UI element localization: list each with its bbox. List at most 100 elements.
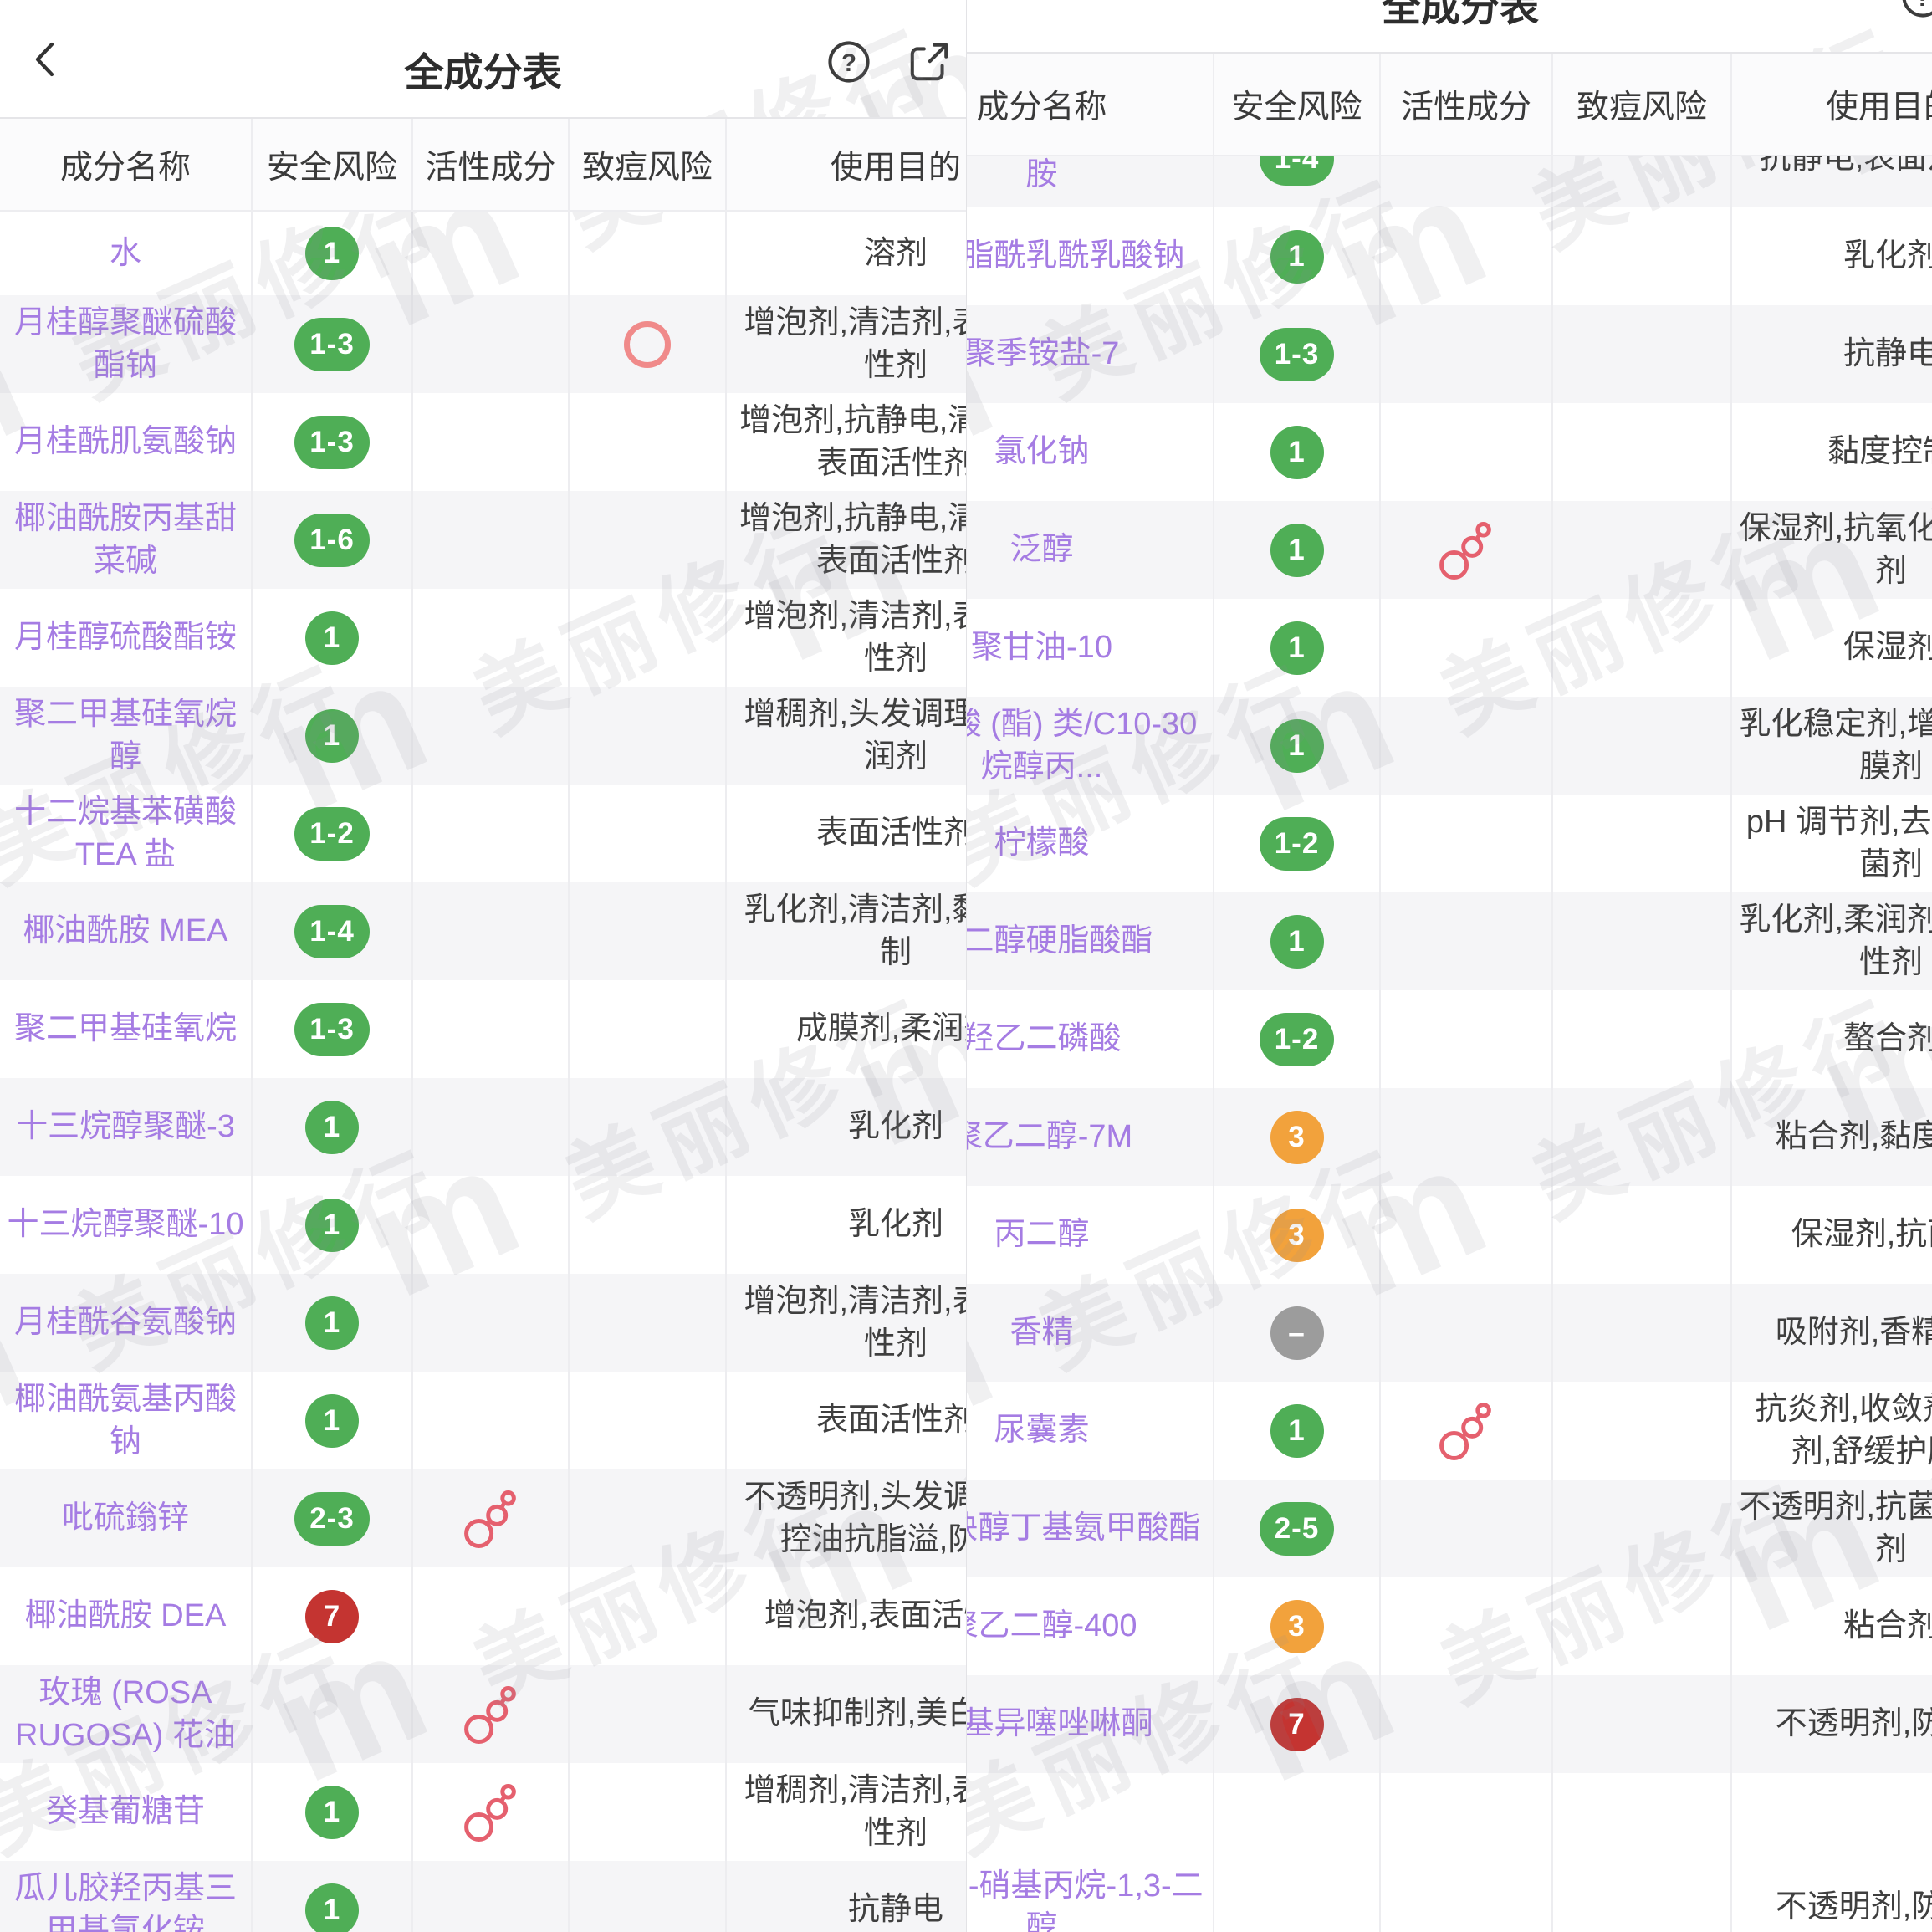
ingredient-name-cell[interactable]: 十二烷基苯磺酸 TEA 盐 — [0, 785, 253, 882]
ingredient-name[interactable]: 月桂酰谷氨酸钠 — [13, 1305, 237, 1341]
ingredient-name-cell[interactable]: 2-溴-2-硝基丙烷-1,3-二醇 — [967, 1773, 1214, 1932]
table-row[interactable]: 月桂酰谷氨酸钠 1 增泡剂,清洁剂,表面活性剂 — [0, 1274, 966, 1372]
table-row[interactable]: 尿囊素 1 抗炎剂,收敛剂,调理剂,舒缓护肤剂 — [967, 1382, 1932, 1480]
ingredient-name[interactable]: 椰油酰胺丙基甜菜碱 — [13, 501, 237, 579]
ingredient-name[interactable]: 聚季铵盐-7 — [966, 336, 1120, 372]
table-row[interactable]: 聚乙二醇-7M 3 粘合剂,黏度控制 — [967, 1088, 1932, 1186]
ingredient-name-cell[interactable]: 胺 — [967, 110, 1214, 207]
table-row[interactable]: 水 1 溶剂 — [0, 212, 966, 295]
ingredient-name[interactable]: 2-溴-2-硝基丙烷-1,3-二醇 — [967, 1868, 1204, 1932]
table-row[interactable]: 聚二甲基硅氧烷 1-3 成膜剂,柔润剂 — [0, 980, 966, 1078]
ingredient-name[interactable]: 甲基异噻唑啉酮 — [966, 1706, 1153, 1742]
ingredient-name[interactable]: 玫瑰 (ROSA RUGOSA) 花油 — [15, 1675, 236, 1753]
ingredient-name[interactable]: 异硬脂酰乳酰乳酸钠 — [966, 238, 1185, 274]
table-row[interactable]: 甲基异噻唑啉酮 7 不透明剂,防腐剂 — [966, 1675, 1932, 1773]
ingredient-name[interactable]: 聚二甲基硅氧烷醇 — [13, 697, 237, 774]
ingredient-name[interactable]: 椰油酰氨基丙酸钠 — [13, 1382, 237, 1459]
ingredient-name-cell[interactable]: 碘丙炔醇丁基氨甲酸酯 — [967, 1480, 1214, 1577]
table-row[interactable]: 十二烷基苯磺酸 TEA 盐 1-2 表面活性剂 — [0, 785, 966, 882]
ingredient-name[interactable]: 柠檬酸 — [994, 825, 1090, 861]
ingredient-name[interactable]: 胺 — [1025, 156, 1058, 192]
table-row[interactable]: 椰油酰胺丙基甜菜碱 1-6 增泡剂,抗静电,清洁剂,表面活性剂 — [0, 491, 966, 589]
ingredient-name[interactable]: 月桂醇硫酸酯铵 — [13, 620, 237, 656]
ingredient-name[interactable]: 尿囊素 — [994, 1413, 1090, 1449]
ingredient-name-cell[interactable]: 羟乙二磷酸 — [967, 990, 1214, 1088]
table-row[interactable]: 椰油酰氨基丙酸钠 1 表面活性剂 — [0, 1372, 966, 1469]
table-row[interactable]: 十三烷醇聚醚-3 1 乳化剂 — [0, 1078, 966, 1176]
ingredient-name-cell[interactable]: 聚季铵盐-7 — [966, 305, 1214, 403]
ingredient-name-cell[interactable]: 椰油酰胺 MEA — [0, 882, 253, 980]
ingredient-name[interactable]: 十三烷醇聚醚-3 — [16, 1109, 235, 1145]
ingredient-name-cell[interactable]: 椰油酰胺丙基甜菜碱 — [0, 491, 253, 589]
ingredient-name-cell[interactable]: 乙二醇硬脂酸酯 — [966, 892, 1214, 990]
table-row[interactable]: 碘丙炔醇丁基氨甲酸酯 2-5 不透明剂,抗菌剂,防腐剂 — [967, 1480, 1932, 1577]
ingredient-name[interactable]: 香精 — [1009, 1315, 1074, 1351]
table-row[interactable]: 月桂醇聚醚硫酸酯钠 1-3 增泡剂,清洁剂,表面活性剂 — [0, 295, 966, 393]
table-row[interactable]: 椰油酰胺 DEA 7 增泡剂,表面活性剂 — [0, 1567, 966, 1665]
ingredient-name[interactable]: 吡硫鎓锌 — [61, 1500, 189, 1536]
ingredient-name-cell[interactable]: 氯化钠 — [967, 403, 1214, 501]
ingredient-name-cell[interactable]: 癸基葡糖苷 — [0, 1763, 253, 1861]
ingredient-name[interactable]: 丙烯酸 (酯) 类/C10-30 烷醇丙... — [967, 707, 1198, 785]
table-row[interactable]: 月桂醇硫酸酯铵 1 增泡剂,清洁剂,表面活性剂 — [0, 589, 966, 687]
ingredient-name-cell[interactable]: 聚二甲基硅氧烷 — [0, 980, 253, 1078]
ingredient-name-cell[interactable]: 异硬脂酰乳酰乳酸钠 — [966, 207, 1214, 305]
ingredient-name[interactable]: 椰油酰胺 MEA — [23, 913, 228, 949]
ingredient-name-cell[interactable]: 月桂醇硫酸酯铵 — [0, 589, 253, 687]
ingredient-name-cell[interactable]: 泛醇 — [967, 501, 1214, 599]
ingredient-name-cell[interactable]: 十三烷醇聚醚-3 — [0, 1078, 253, 1176]
table-row[interactable]: 乙二醇硬脂酸酯 1 乳化剂,柔润剂,表面活性剂 — [966, 892, 1932, 990]
table-row[interactable]: 聚二甲基硅氧烷醇 1 增稠剂,头发调理剂,柔润剂 — [0, 687, 966, 785]
ingredient-name-cell[interactable]: 丙烯酸 (酯) 类/C10-30 烷醇丙... — [967, 697, 1214, 795]
ingredient-name-cell[interactable]: 尿囊素 — [967, 1382, 1214, 1480]
ingredient-name-cell[interactable]: 聚乙二醇-400 — [967, 1577, 1214, 1675]
table-row[interactable]: 聚乙二醇-400 3 粘合剂 — [967, 1577, 1932, 1675]
back-icon[interactable] — [33, 42, 55, 77]
ingredient-name[interactable]: 癸基葡糖苷 — [45, 1794, 205, 1830]
ingredient-name[interactable]: 聚乙二醇-400 — [967, 1608, 1137, 1644]
ingredient-name-cell[interactable]: 聚甘油-10 — [967, 599, 1214, 697]
ingredient-name-cell[interactable]: 月桂酰肌氨酸钠 — [0, 393, 253, 491]
share-icon[interactable] — [906, 38, 953, 85]
ingredient-name[interactable]: 椰油酰胺 DEA — [24, 1598, 227, 1634]
ingredient-name[interactable]: 聚二甲基硅氧烷 — [13, 1011, 237, 1047]
ingredient-name-cell[interactable]: 吡硫鎓锌 — [0, 1469, 253, 1567]
table-row[interactable]: 泛醇 1 保湿剂,抗氧化剂,柔润剂 — [967, 501, 1932, 599]
ingredient-name-cell[interactable]: 聚乙二醇-7M — [967, 1088, 1214, 1186]
ingredient-name-cell[interactable]: 月桂酰谷氨酸钠 — [0, 1274, 253, 1372]
table-row[interactable]: 丙二醇 3 保湿剂,抗菌剂 — [967, 1186, 1932, 1284]
ingredient-name[interactable]: 碘丙炔醇丁基氨甲酸酯 — [967, 1510, 1201, 1546]
ingredient-name[interactable]: 氯化钠 — [994, 434, 1090, 470]
ingredient-name-cell[interactable]: 柠檬酸 — [967, 795, 1214, 892]
ingredient-name-cell[interactable]: 香精 — [967, 1284, 1214, 1382]
ingredient-name[interactable]: 月桂酰肌氨酸钠 — [13, 424, 237, 460]
ingredient-name[interactable]: 瓜儿胶羟丙基三甲基氯化铵 — [13, 1871, 237, 1932]
ingredient-name-cell[interactable]: 玫瑰 (ROSA RUGOSA) 花油 — [0, 1665, 253, 1763]
table-row[interactable]: 羟乙二磷酸 1-2 螯合剂 — [967, 990, 1932, 1088]
table-row[interactable]: 聚季铵盐-7 1-3 抗静电 — [966, 305, 1932, 403]
ingredient-name-cell[interactable]: 椰油酰氨基丙酸钠 — [0, 1372, 253, 1469]
help-icon[interactable]: ? — [1899, 0, 1932, 20]
ingredient-name-cell[interactable]: 聚二甲基硅氧烷醇 — [0, 687, 253, 785]
table-row[interactable]: 丙烯酸 (酯) 类/C10-30 烷醇丙... 1 乳化稳定剂,增稠剂,成膜剂 — [967, 697, 1932, 795]
ingredient-name[interactable]: 聚甘油-10 — [971, 630, 1112, 666]
table-row[interactable]: 异硬脂酰乳酰乳酸钠 1 乳化剂 — [966, 207, 1932, 305]
table-row[interactable]: 癸基葡糖苷 1 增稠剂,清洁剂,表面活性剂 — [0, 1763, 966, 1861]
ingredient-name-cell[interactable]: 水 — [0, 212, 253, 295]
ingredient-name[interactable]: 月桂醇聚醚硫酸酯钠 — [13, 305, 237, 383]
ingredient-name-cell[interactable]: 椰油酰胺 DEA — [0, 1567, 253, 1665]
ingredient-name[interactable]: 乙二醇硬脂酸酯 — [966, 923, 1153, 959]
ingredient-name[interactable]: 十三烷醇聚醚-10 — [7, 1207, 244, 1243]
table-row[interactable]: 氯化钠 1 黏度控制 — [967, 403, 1932, 501]
ingredient-name-cell[interactable]: 十三烷醇聚醚-10 — [0, 1176, 253, 1274]
ingredient-name-cell[interactable]: 瓜儿胶羟丙基三甲基氯化铵 — [0, 1861, 253, 1932]
ingredient-name[interactable]: 泛醇 — [1009, 532, 1074, 568]
table-row[interactable]: 吡硫鎓锌 2-3 不透明剂,头发调理剂,控油抗脂溢,防… — [0, 1469, 966, 1567]
ingredient-name[interactable]: 十二烷基苯磺酸 TEA 盐 — [13, 795, 237, 872]
table-row[interactable]: 香精 – 吸附剂,香精香料 — [967, 1284, 1932, 1382]
table-row[interactable]: 瓜儿胶羟丙基三甲基氯化铵 1 抗静电 — [0, 1861, 966, 1932]
table-row[interactable]: 2-溴-2-硝基丙烷-1,3-二醇 不透明剂,防腐剂 — [967, 1773, 1932, 1932]
table-row[interactable]: 玫瑰 (ROSA RUGOSA) 花油 气味抑制剂,美白祛斑 — [0, 1665, 966, 1763]
help-icon[interactable]: ? — [825, 38, 872, 85]
table-row[interactable]: 椰油酰胺 MEA 1-4 乳化剂,清洁剂,黏度控制 — [0, 882, 966, 980]
